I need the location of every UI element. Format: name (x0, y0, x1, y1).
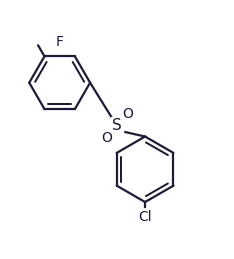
Text: Cl: Cl (138, 210, 152, 224)
Text: S: S (112, 118, 122, 133)
Text: O: O (122, 107, 133, 121)
Text: F: F (56, 35, 64, 49)
Text: O: O (101, 131, 112, 145)
